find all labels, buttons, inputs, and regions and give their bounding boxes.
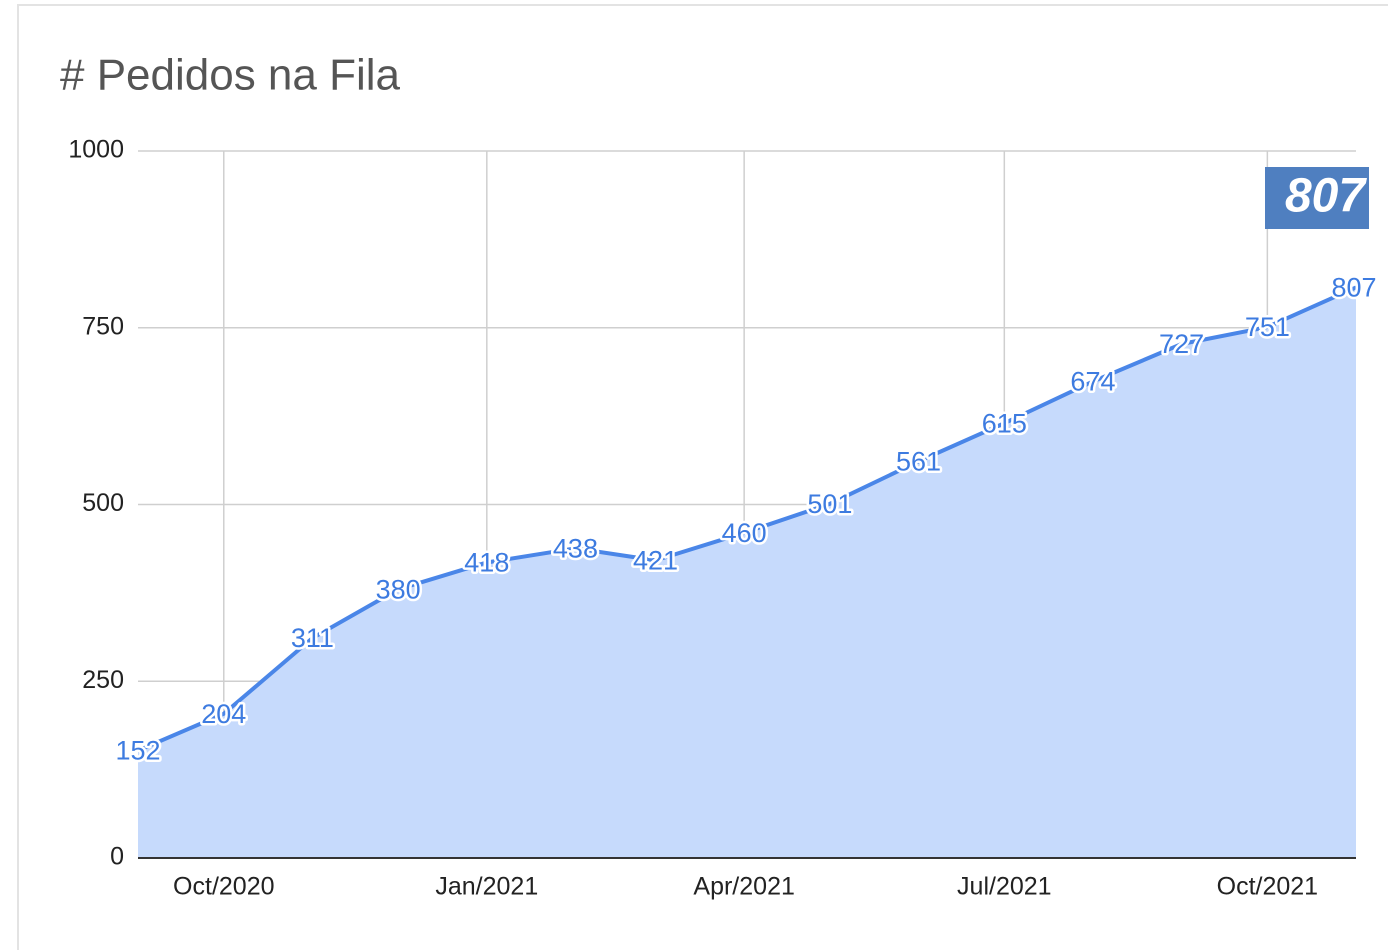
data-label: 674 [1070, 367, 1115, 397]
y-tick-label: 500 [82, 489, 124, 517]
data-label: 380 [376, 574, 421, 604]
x-tick-label: Jul/2021 [957, 873, 1052, 901]
data-label: 751 [1245, 312, 1290, 342]
area [138, 287, 1356, 858]
x-tick-label: Oct/2020 [173, 873, 274, 901]
data-label: 615 [982, 408, 1027, 438]
y-tick-label: 0 [110, 843, 124, 871]
data-label: 421 [633, 545, 678, 575]
y-tick-label: 750 [82, 312, 124, 340]
y-tick-label: 250 [82, 666, 124, 694]
line [137, 285, 1357, 753]
data-label: 311 [291, 623, 334, 653]
data-label: 501 [807, 489, 852, 519]
data-label: 727 [1159, 329, 1204, 359]
annotation: 807 [1285, 170, 1367, 223]
x-tick-label: Jan/2021 [435, 873, 538, 901]
data-label: 438 [553, 533, 598, 563]
x-tick-label: Apr/2021 [693, 873, 794, 901]
chart-title: # Pedidos na Fila [60, 51, 401, 100]
x-tick-label: Oct/2021 [1217, 873, 1318, 901]
data-label: 561 [896, 446, 941, 476]
y-tick-label: 1000 [68, 136, 124, 164]
data-label: 460 [722, 518, 767, 548]
data-label: 204 [201, 699, 246, 729]
data-label: 152 [115, 736, 160, 766]
data-label: 418 [464, 548, 509, 578]
annotation-box [1265, 167, 1369, 229]
data-label: 807 [1331, 273, 1376, 303]
